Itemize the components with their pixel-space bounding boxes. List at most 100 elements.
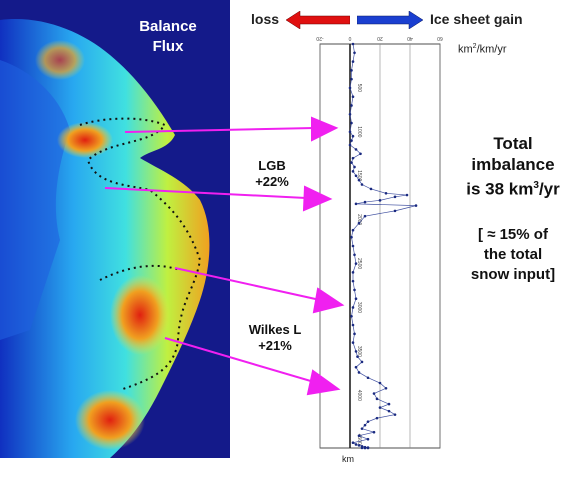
data-point — [369, 187, 373, 191]
y-tick-label: 1000 — [356, 126, 362, 137]
data-point — [357, 221, 361, 225]
info-line3: is 38 km3/yr — [448, 175, 578, 200]
data-point — [387, 402, 391, 406]
data-point — [350, 235, 353, 239]
y-tick-label: 2500 — [356, 258, 362, 269]
map-title: Balance Flux — [112, 17, 224, 57]
data-point — [354, 262, 358, 265]
data-point — [363, 423, 367, 427]
x-tick-label: 60 — [437, 35, 443, 41]
wilkes-label: Wilkes L +21% — [240, 322, 310, 354]
note-line2: the total — [483, 246, 543, 263]
data-point — [351, 441, 355, 445]
data-point — [384, 386, 388, 390]
data-point — [366, 446, 370, 450]
data-point — [350, 314, 353, 318]
data-point — [350, 77, 353, 81]
data-point — [350, 139, 353, 142]
data-point — [351, 156, 355, 160]
map-title-line1: Balance — [139, 18, 197, 35]
data-point — [348, 143, 352, 147]
data-point — [359, 152, 362, 156]
data-point — [351, 228, 355, 232]
data-point — [384, 192, 388, 195]
data-point — [351, 170, 355, 173]
data-point — [366, 420, 370, 423]
data-point — [354, 350, 358, 353]
data-point — [351, 60, 355, 63]
data-point — [378, 406, 382, 409]
data-point — [348, 86, 352, 90]
data-point — [353, 165, 356, 169]
data-point — [350, 121, 353, 125]
data-point — [363, 214, 367, 218]
lgb-pct: +22% — [255, 174, 289, 189]
y-axis-label: km — [342, 454, 354, 464]
data-point — [351, 244, 355, 248]
data-point — [351, 323, 355, 327]
data-point — [357, 371, 361, 374]
units-label: km2/km/yr — [458, 43, 507, 56]
data-point — [360, 360, 364, 364]
info-line3a: is 38 km — [466, 179, 534, 199]
data-point — [354, 202, 358, 206]
gain-arrow-icon — [357, 11, 423, 29]
y-tick-label: 4500 — [356, 434, 362, 445]
data-point — [357, 444, 361, 447]
y-tick-label: 1500 — [356, 170, 362, 181]
data-point — [375, 416, 379, 420]
data-point — [353, 288, 356, 292]
data-point — [351, 134, 355, 138]
series-line — [349, 43, 417, 449]
data-point — [375, 397, 379, 401]
data-point — [378, 199, 382, 202]
info-line3b: /yr — [538, 179, 560, 199]
data-point — [393, 195, 397, 199]
data-point — [350, 69, 353, 72]
loss-arrow-icon — [286, 11, 350, 29]
units-rest: /km/yr — [476, 43, 507, 56]
data-point — [351, 341, 355, 344]
imbalance-profile-chart: -20 0 20 40 60 500 1000 1500 2000 2500 3000 3500 400… — [316, 35, 443, 464]
data-point — [357, 434, 361, 438]
data-point — [351, 95, 355, 98]
info-line3sup: 3 — [533, 180, 539, 191]
y-tick-label: 3000 — [356, 302, 362, 313]
data-point — [414, 204, 418, 207]
data-point — [393, 413, 397, 416]
data-point — [356, 355, 359, 358]
data-point — [350, 161, 353, 164]
units-base: km — [458, 43, 473, 56]
data-point — [350, 104, 353, 107]
data-point — [351, 279, 355, 283]
y-tick-label: 3500 — [356, 346, 362, 357]
x-tick-label: -20 — [316, 35, 323, 41]
x-tick-label: 20 — [377, 35, 383, 41]
wilkes-pct: +21% — [258, 338, 292, 353]
y-tick-label: 2000 — [356, 214, 362, 225]
data-point — [366, 376, 370, 380]
wilkes-name: Wilkes L — [248, 322, 302, 337]
data-point — [353, 253, 356, 257]
data-point — [363, 200, 367, 204]
snow-input-note: [ ≈ 15% of the total snow input] — [448, 225, 578, 285]
loss-label: loss — [251, 11, 280, 27]
map-title-line2: Flux — [152, 38, 184, 55]
data-point — [357, 178, 361, 182]
data-point — [351, 271, 355, 274]
data-point — [351, 306, 355, 309]
data-point — [353, 51, 356, 55]
data-point — [348, 130, 352, 134]
info-line1: Total — [493, 134, 533, 153]
data-point — [405, 193, 409, 197]
data-point — [363, 446, 367, 450]
y-tick-label: 500 — [356, 84, 362, 93]
units-exponent: 2 — [472, 43, 477, 50]
y-tick-label: 4000 — [356, 390, 362, 401]
note-line3: snow input] — [470, 266, 556, 283]
x-tick-label: 40 — [407, 35, 413, 41]
data-point — [354, 365, 358, 369]
data-point — [387, 409, 391, 413]
data-point — [360, 183, 364, 186]
data-point — [354, 297, 358, 300]
